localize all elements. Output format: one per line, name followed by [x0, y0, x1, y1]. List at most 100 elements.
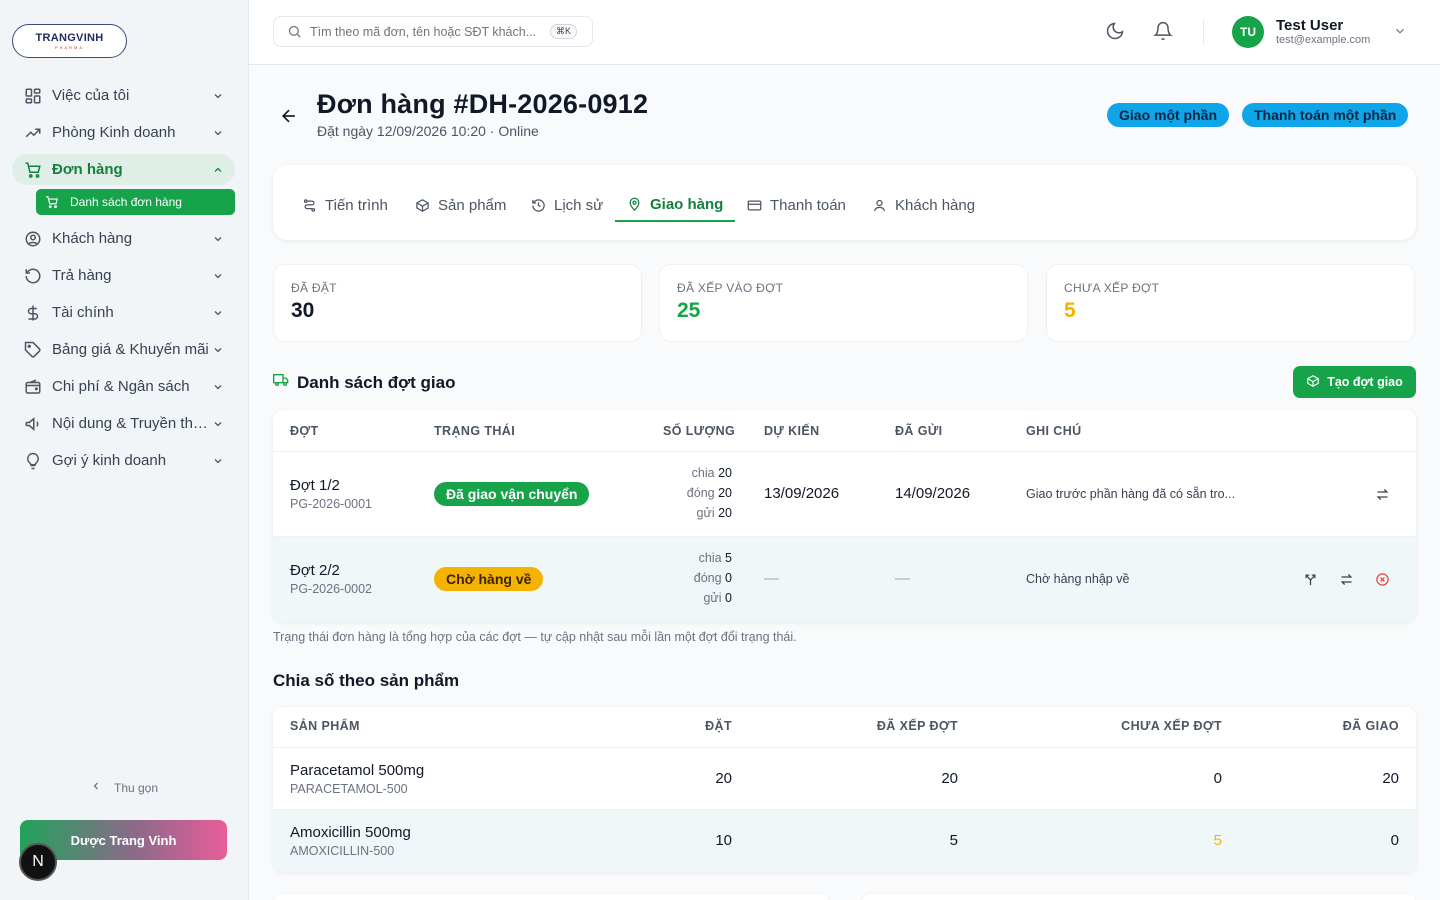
sidebar-item-noi-dung[interactable]: Nội dung & Truyền thông: [12, 408, 235, 439]
sidebar-item-tra-hang[interactable]: Trả hàng: [12, 260, 235, 291]
moon-icon[interactable]: [1105, 21, 1125, 41]
map-pin-icon: [627, 197, 642, 212]
stat-label: Đã đặt: [291, 281, 337, 295]
sidebar-item-viec-cua-toi[interactable]: Việc của tôi: [12, 80, 235, 111]
sidebar-item-phong-kinh-doanh[interactable]: Phòng Kinh doanh: [12, 117, 235, 148]
section-title-allocation: Chia số theo sản phẩm: [273, 671, 460, 690]
expected-date: 13/09/2026: [764, 485, 840, 502]
shipment-code: PG-2026-0002: [290, 582, 373, 596]
stat-label: Chưa xếp đợt: [1064, 281, 1160, 295]
sidebar-item-label: Bảng giá & Khuyến mãi: [52, 341, 209, 358]
column-header: Đã xếp đợt: [876, 719, 958, 733]
search-input[interactable]: [310, 24, 550, 39]
table-row[interactable]: Amoxicillin 500mg AMOXICILLIN-500 10 5 5…: [273, 809, 1416, 872]
sidebar-item-label: Đơn hàng: [52, 161, 123, 178]
tab-tien-trinh[interactable]: Tiến trình: [290, 189, 400, 222]
page-title: Đơn hàng #DH-2026-0912: [317, 89, 649, 119]
divider: [1203, 20, 1204, 44]
shipped-date: 14/09/2026: [895, 485, 971, 502]
table-row[interactable]: Paracetamol 500mg PARACETAMOL-500 20 20 …: [273, 747, 1416, 809]
sidebar-item-chi-phi[interactable]: Chi phí & Ngân sách: [12, 371, 235, 402]
quantity-breakdown: chia 20 đóng 20 gửi 20: [686, 466, 732, 520]
sidebar-item-label: Khách hàng: [52, 230, 133, 247]
qty-ordered: 20: [715, 770, 732, 787]
tab-khach-hang[interactable]: Khách hàng: [860, 189, 987, 222]
sidebar-item-label: Chi phí & Ngân sách: [52, 378, 190, 395]
product-name: Paracetamol 500mg: [290, 762, 425, 779]
dollar-icon: [23, 303, 43, 323]
tab-thanh-toan[interactable]: Thanh toán: [735, 189, 858, 222]
chevron-down-icon: [211, 417, 225, 431]
sidebar-item-label: Gợi ý kinh doanh: [52, 452, 167, 469]
shipment-name: Đợt 1/2: [290, 477, 340, 494]
cart-icon: [45, 194, 61, 210]
collapse-label: Thu gọn: [114, 780, 159, 795]
bell-icon[interactable]: [1153, 21, 1173, 41]
table-row[interactable]: Đợt 1/2 PG-2026-0001 Đã giao vận chuyển …: [273, 451, 1416, 536]
column-header: Trạng thái: [434, 424, 516, 438]
stat-value: 5: [1064, 299, 1076, 322]
user-email: test@example.com: [1276, 34, 1371, 46]
search-box[interactable]: ⌘K: [273, 16, 593, 47]
table-row[interactable]: Đợt 2/2 PG-2026-0002 Chờ hàng về chia 5 …: [273, 536, 1416, 622]
tab-giao-hang[interactable]: Giao hàng: [615, 189, 736, 222]
qty-assigned: 20: [941, 770, 958, 787]
collapse-sidebar-button[interactable]: Thu gọn: [90, 780, 158, 795]
user-name: Test User: [1276, 17, 1344, 34]
shipped-date: —: [895, 570, 910, 587]
chevron-down-icon: [211, 269, 225, 283]
lightbulb-icon: [23, 451, 43, 471]
shipment-note: Chờ hàng nhập về: [1026, 572, 1130, 586]
back-arrow-icon[interactable]: [279, 106, 299, 126]
sidebar-item-khach-hang[interactable]: Khách hàng: [12, 223, 235, 254]
brand-logo[interactable]: TRANGVINH PHARMA: [12, 24, 127, 58]
sidebar-nav: Việc của tôi Phòng Kinh doanh Đơn hàng D…: [12, 80, 235, 482]
cancel-icon[interactable]: [1375, 572, 1390, 587]
quantity-breakdown: chia 5 đóng 0 gửi 0: [693, 551, 732, 605]
sidebar-item-goi-y[interactable]: Gợi ý kinh doanh: [12, 445, 235, 476]
product-sku: PARACETAMOL-500: [290, 782, 408, 796]
tab-label: Giao hàng: [650, 196, 724, 213]
column-header: Dự kiến: [764, 424, 820, 438]
split-icon[interactable]: [1303, 572, 1318, 587]
stat-label: Đã xếp vào đợt: [677, 281, 784, 295]
shipment-name: Đợt 2/2: [290, 562, 340, 579]
swap-icon[interactable]: [1375, 487, 1390, 502]
chevron-down-icon[interactable]: [1393, 24, 1407, 38]
status-badge-delivery: Giao một phần: [1107, 103, 1229, 127]
product-sku: AMOXICILLIN-500: [290, 844, 395, 858]
page-subtitle: Đặt ngày 12/09/2026 10:20 · Online: [317, 123, 539, 139]
sidebar-item-label: Trả hàng: [52, 267, 112, 284]
tab-label: Sản phẩm: [438, 197, 507, 214]
tab-label: Tiến trình: [325, 197, 388, 214]
n-badge[interactable]: N: [19, 843, 57, 881]
tab-lich-su[interactable]: Lịch sử: [519, 189, 615, 222]
status-badge: Chờ hàng về: [434, 567, 544, 591]
search-shortcut: ⌘K: [550, 24, 578, 39]
sidebar-subitem-danh-sach-don-hang[interactable]: Danh sách đơn hàng: [36, 189, 235, 215]
qty-delivered: 20: [1382, 770, 1399, 787]
card-partial: [861, 894, 1416, 900]
allocation-table: Sản phẩm Đặt Đã xếp đợt Chưa xếp đợt Đã …: [273, 707, 1416, 872]
sidebar-item-don-hang[interactable]: Đơn hàng: [12, 154, 235, 185]
column-header: Số lượng: [663, 424, 736, 438]
card-partial: [273, 894, 829, 900]
avatar[interactable]: TU: [1232, 16, 1264, 48]
swap-icon[interactable]: [1339, 572, 1354, 587]
shipment-code: PG-2026-0001: [290, 497, 373, 511]
tab-label: Khách hàng: [895, 197, 976, 214]
user-icon: [872, 198, 887, 213]
product-name: Amoxicillin 500mg: [290, 824, 411, 841]
column-header: Đặt: [705, 719, 732, 733]
chevron-down-icon: [211, 126, 225, 140]
sidebar-item-tai-chinh[interactable]: Tài chính: [12, 297, 235, 328]
logo-subtext: PHARMA: [54, 45, 85, 50]
qty-ordered: 10: [715, 832, 732, 849]
sidebar-item-bang-gia[interactable]: Bảng giá & Khuyến mãi: [12, 334, 235, 365]
shipment-note: Giao trước phần hàng đã có sẵn tro...: [1026, 487, 1236, 501]
chevron-down-icon: [211, 454, 225, 468]
user-circle-icon: [23, 229, 43, 249]
tab-san-pham[interactable]: Sản phẩm: [403, 189, 518, 222]
qty-delivered: 0: [1390, 832, 1399, 849]
create-shipment-button[interactable]: Tạo đợt giao: [1293, 366, 1416, 398]
